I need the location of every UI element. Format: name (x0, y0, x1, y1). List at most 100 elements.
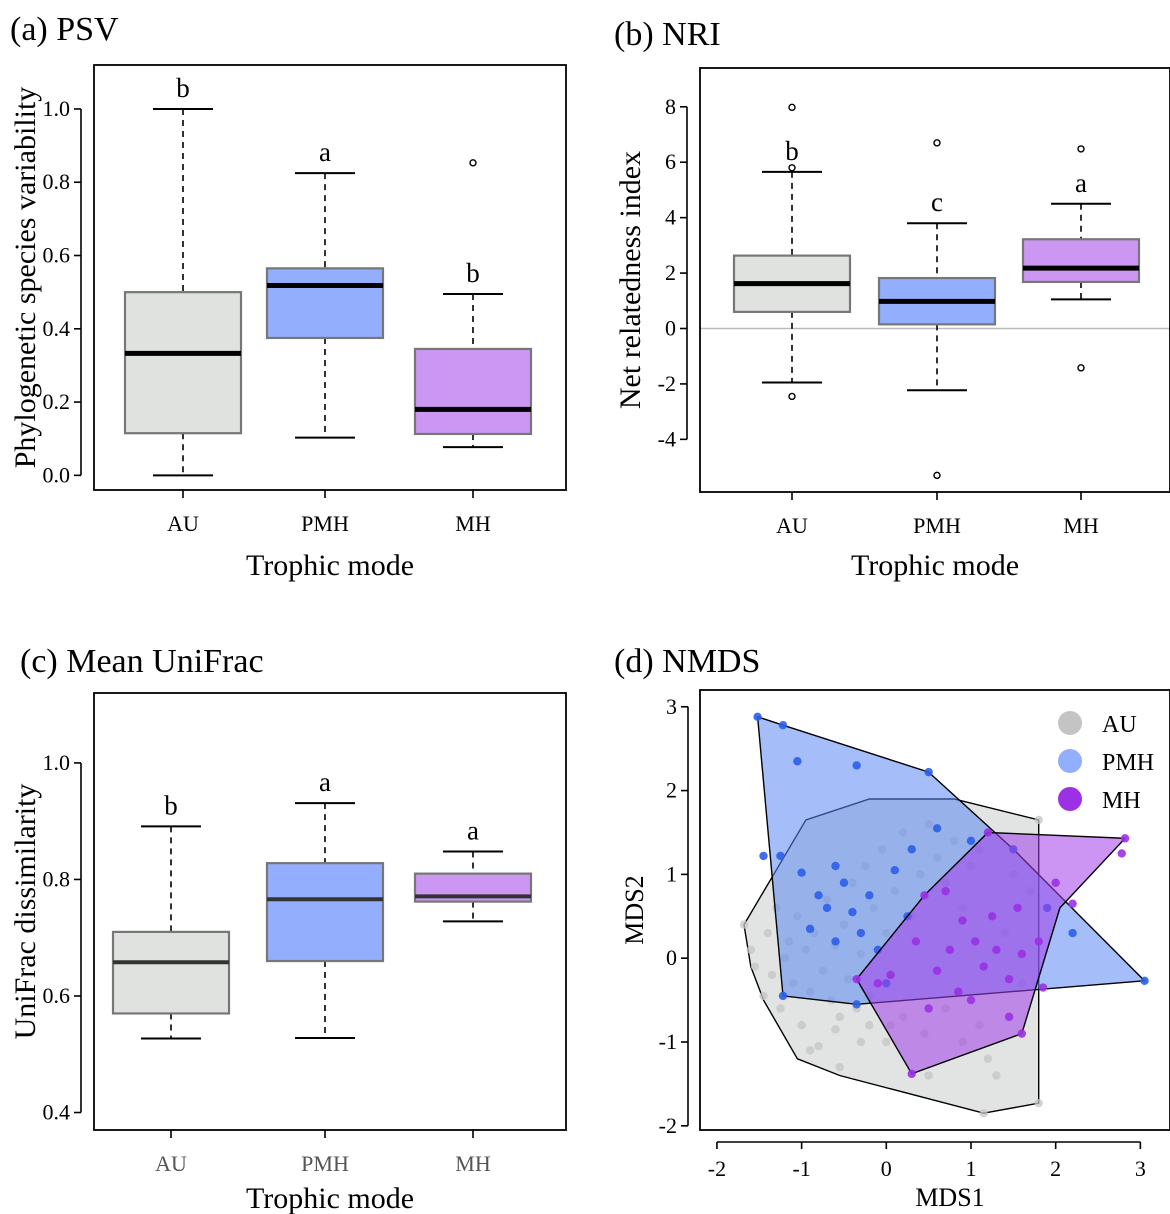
x-tick-label: 0 (881, 1156, 892, 1181)
box-mh: a MH (413, 815, 533, 1176)
data-point (979, 962, 988, 971)
data-point (932, 966, 942, 975)
data-point (983, 1054, 993, 1063)
y-tick-label: -1 (659, 1029, 677, 1054)
data-point (992, 945, 1001, 955)
x-tick-label: -2 (708, 1156, 726, 1181)
data-point (856, 1037, 866, 1047)
data-point (778, 991, 788, 1001)
data-point (882, 1037, 891, 1047)
legend-marker-pmh (1058, 749, 1082, 773)
y-tick-label: -4 (658, 426, 676, 451)
y-axis-label: Net relatedness index (614, 151, 647, 409)
data-point (797, 1021, 806, 1030)
data-point (776, 1004, 785, 1013)
data-point (739, 920, 749, 929)
data-point (924, 767, 933, 777)
outlier-point (788, 164, 796, 172)
panel-a-psv: (a) PSV b AU a PMH b MH 0.0 0.2 0.4 0.6 0.8 1.0 Troph… (9, 11, 567, 582)
data-point (1051, 878, 1060, 887)
y-tick-label: 0.2 (43, 389, 71, 414)
data-point (873, 979, 883, 988)
data-point (793, 757, 802, 766)
y-tick-label: 0.4 (43, 1100, 71, 1125)
legend-label-mh: MH (1102, 788, 1141, 814)
data-point (767, 970, 777, 980)
iqr-box (111, 930, 231, 1015)
y-tick-label: 3 (666, 694, 677, 719)
data-point (814, 1041, 823, 1051)
plot-frame (699, 67, 1170, 493)
data-point (835, 1062, 844, 1072)
data-point (1034, 937, 1043, 946)
x-tick-label: PMH (913, 513, 961, 538)
iqr-box (123, 291, 243, 435)
data-point (814, 891, 823, 900)
significance-letter: a (467, 815, 479, 845)
data-point (835, 1012, 844, 1022)
data-point (966, 995, 976, 1005)
plot-frame (93, 64, 567, 491)
y-tick-label: 1 (666, 861, 677, 886)
y-tick-label: 8 (665, 94, 676, 119)
box-au: b AU (123, 73, 243, 536)
iqr-box (413, 347, 533, 436)
data-point (831, 1025, 840, 1034)
data-point (886, 970, 895, 980)
significance-letter: a (319, 137, 331, 167)
x-axis-label: MDS1 (915, 1183, 984, 1212)
data-point (848, 907, 857, 917)
y-tick-label: 0 (666, 945, 677, 970)
data-point (759, 851, 768, 861)
iqr-box (1021, 238, 1141, 284)
box-au: b AU (732, 103, 852, 538)
data-point (1004, 974, 1014, 984)
x-tick-label: PMH (301, 1151, 349, 1176)
y-tick-label: 6 (665, 149, 676, 174)
significance-letter: b (466, 258, 480, 288)
data-point (852, 974, 861, 984)
y-tick-label: -2 (658, 371, 676, 396)
x-tick-label: -1 (792, 1156, 810, 1181)
data-point (1017, 1029, 1027, 1038)
legend-label-au: AU (1102, 712, 1137, 738)
x-tick-label: AU (167, 511, 199, 536)
data-point (746, 945, 756, 955)
data-point (1038, 983, 1048, 992)
data-point (1004, 1012, 1014, 1022)
panel-title: (a) PSV (10, 11, 119, 48)
x-tick-label: 2 (1050, 1156, 1061, 1181)
data-point (852, 761, 861, 770)
outlier-point (1077, 145, 1085, 153)
data-point (805, 1046, 815, 1055)
data-point (1034, 1098, 1043, 1108)
data-point (865, 891, 874, 900)
x-axis-label: Trophic mode (246, 1182, 414, 1214)
significance-letter: b (176, 73, 190, 103)
box-pmh: a PMH (265, 137, 385, 536)
significance-letter: b (164, 790, 178, 820)
legend-label-pmh: PMH (1102, 750, 1154, 776)
box-mh: a MH (1021, 145, 1141, 538)
plot-frame (93, 692, 567, 1131)
data-point (907, 1069, 916, 1079)
y-tick-label: 1.0 (43, 750, 71, 775)
iqr-box (265, 267, 385, 340)
data-point (924, 1071, 933, 1080)
data-point (778, 721, 788, 730)
x-tick-label: MH (1063, 513, 1099, 538)
data-point (805, 924, 815, 934)
legend-marker-au (1058, 711, 1082, 735)
y-tick-label: 0.4 (43, 316, 71, 341)
data-point (983, 828, 993, 837)
y-tick-label: 0.0 (43, 462, 71, 487)
x-tick-label: AU (776, 513, 808, 538)
panel-title: (d) NMDS (614, 643, 760, 680)
data-point (839, 878, 849, 887)
x-tick-label: 3 (1135, 1156, 1146, 1181)
data-point (831, 937, 840, 946)
data-point (1120, 834, 1130, 843)
x-tick-label: MH (455, 511, 491, 536)
legend: AU PMH MH (1058, 711, 1154, 814)
data-point (865, 1021, 874, 1030)
